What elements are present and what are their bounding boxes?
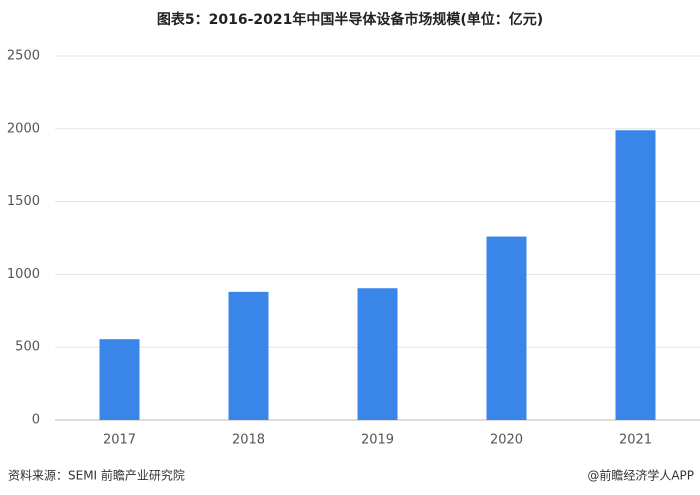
y-tick-label: 2500 [7, 49, 40, 64]
x-tick-label: 2020 [490, 433, 523, 448]
y-tick-label: 0 [32, 413, 40, 428]
source: 资料来源：SEMI 前瞻产业研究院 [8, 468, 185, 483]
y-tick-label: 500 [15, 340, 40, 355]
x-tick-label: 2019 [361, 433, 394, 448]
chart-title: 图表5：2016-2021年中国半导体设备市场规模(单位：亿元) [157, 11, 543, 28]
x-tick-label: 2017 [103, 433, 136, 448]
bar [486, 236, 527, 420]
bar [357, 288, 398, 420]
x-tick-label: 2018 [232, 433, 265, 448]
x-tick-label: 2021 [619, 433, 652, 448]
y-tick-label: 2000 [7, 121, 40, 136]
y-tick-label: 1000 [7, 267, 40, 282]
y-tick-label: 1500 [7, 194, 40, 209]
bar [99, 339, 140, 420]
bar [615, 130, 656, 421]
credit: @前瞻经济学人APP [587, 468, 694, 483]
bar [228, 291, 269, 420]
